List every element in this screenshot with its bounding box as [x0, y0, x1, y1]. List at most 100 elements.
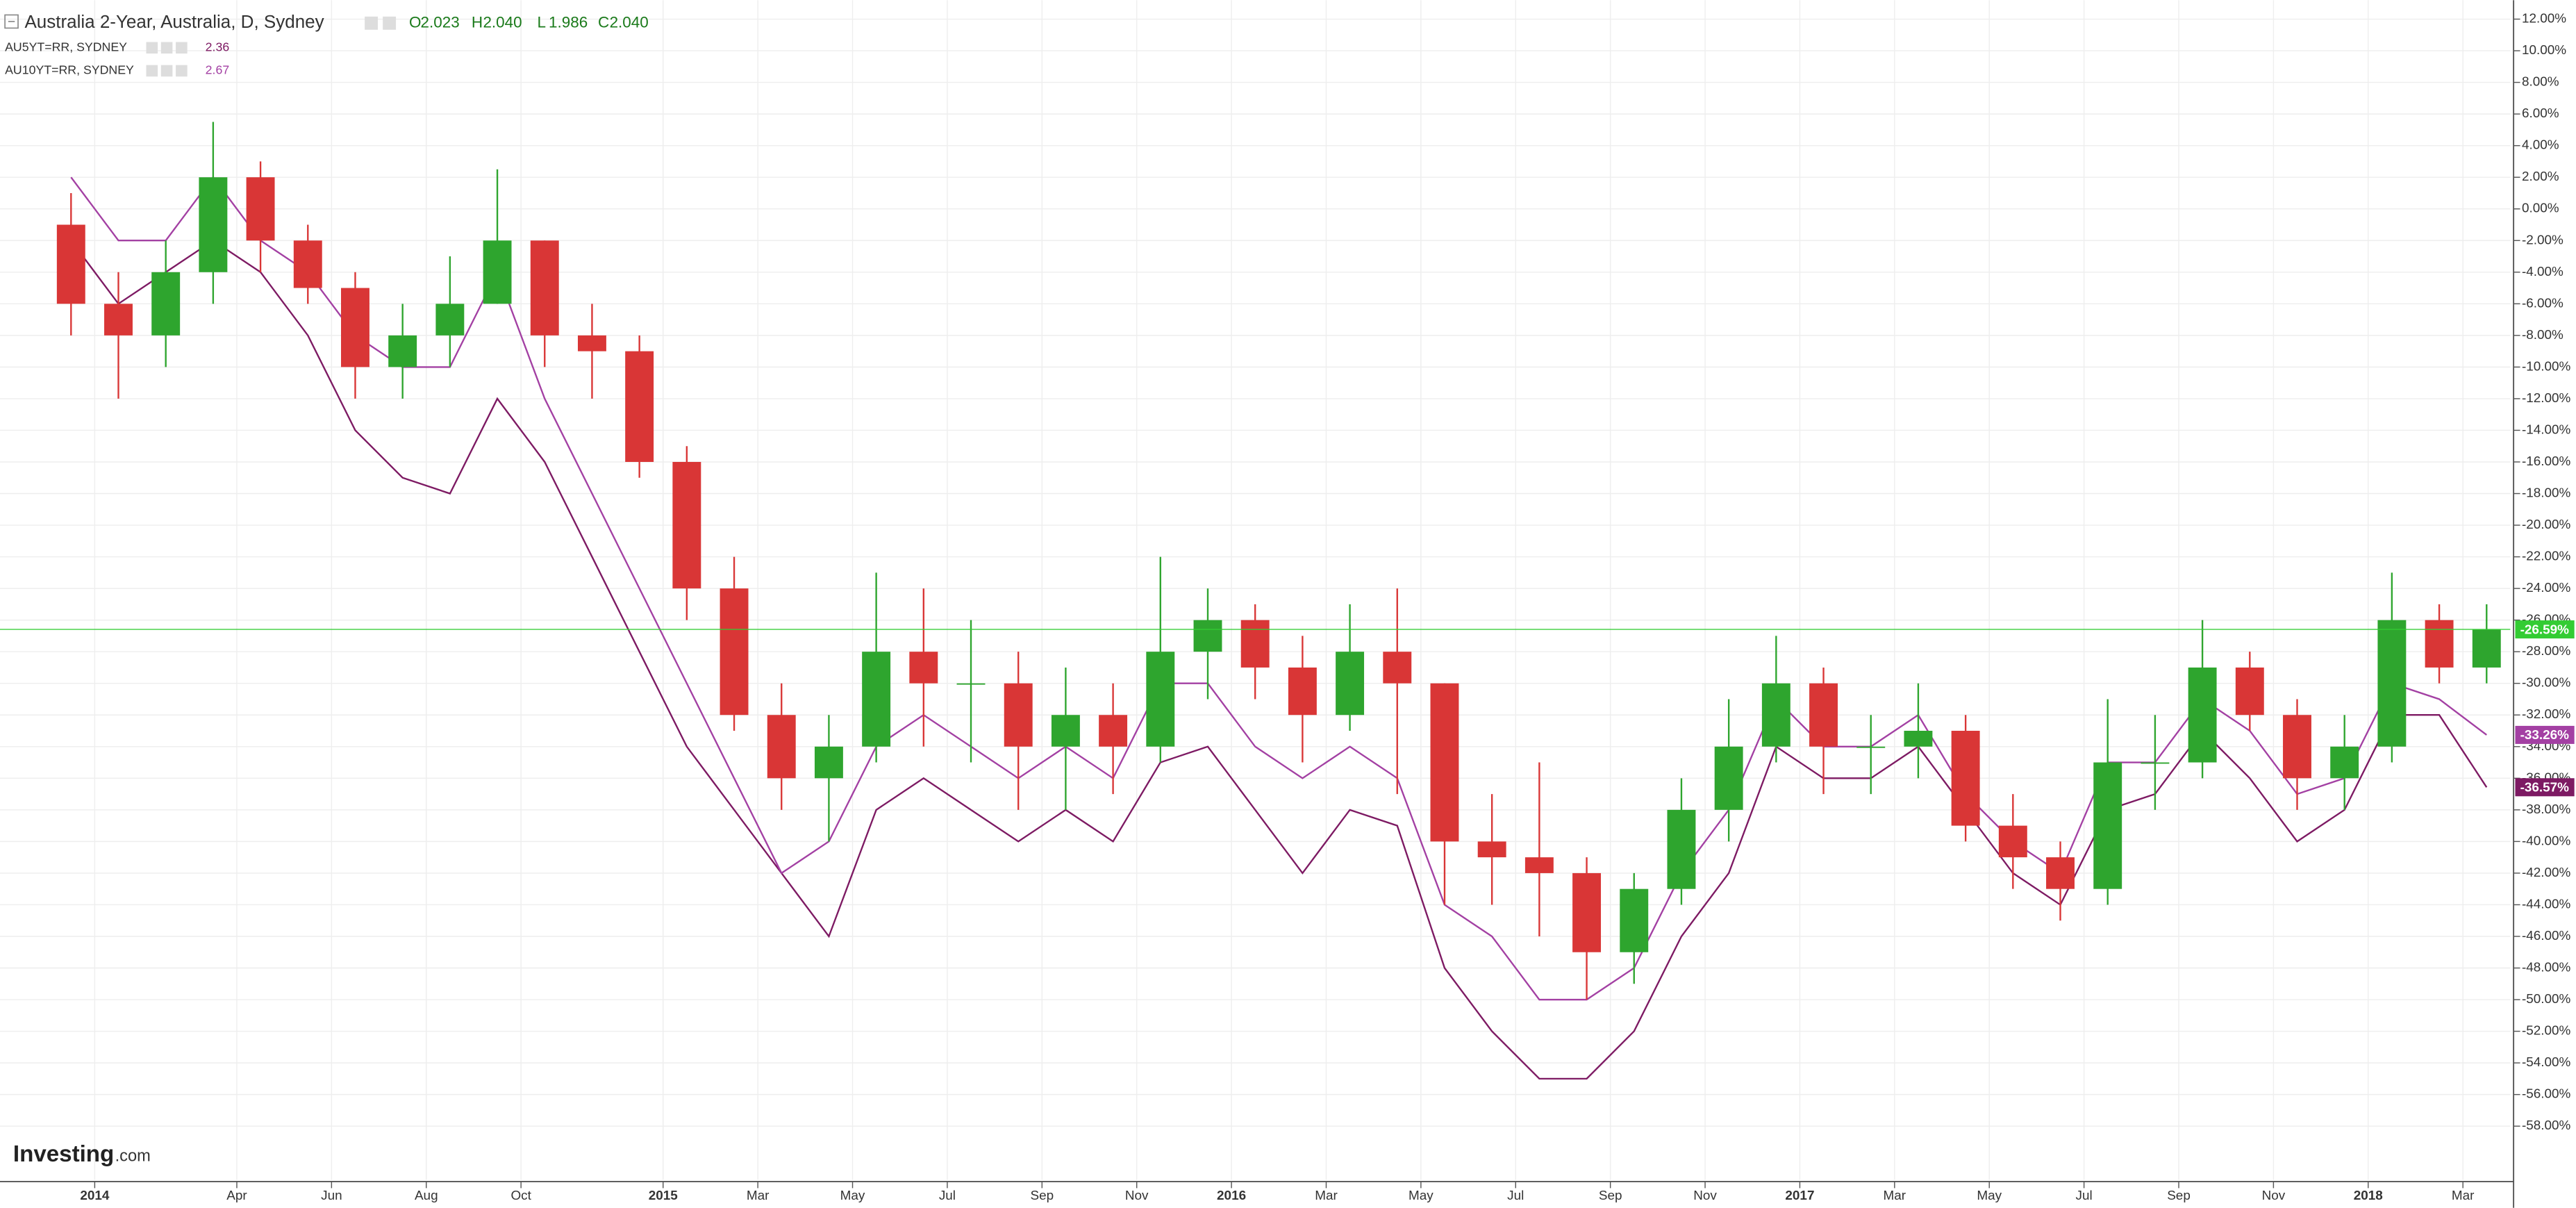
- y-tick-label: 0.00%: [2522, 201, 2559, 216]
- candle-body: [1856, 746, 1886, 748]
- ohlc-o-label: O: [409, 13, 421, 31]
- settings-icon[interactable]: [365, 16, 379, 30]
- x-tick-label: 2017: [1785, 1189, 1814, 1203]
- y-tick-label: 6.00%: [2522, 106, 2559, 121]
- last-value-box: [2515, 778, 2575, 797]
- ohlc-l-label: L: [537, 13, 546, 31]
- y-tick-label: -58.00%: [2522, 1118, 2571, 1133]
- ohlc-c-label: C: [598, 13, 609, 31]
- candle-body: [530, 240, 559, 336]
- y-tick-label: -56.00%: [2522, 1087, 2571, 1102]
- y-tick-label: -46.00%: [2522, 929, 2571, 943]
- candle-body: [1572, 872, 1602, 952]
- x-tick-label: Nov: [1693, 1189, 1717, 1203]
- candle-body: [1240, 620, 1270, 668]
- y-tick-label: -40.00%: [2522, 834, 2571, 848]
- x-tick-label: Sep: [1599, 1189, 1622, 1203]
- legend-icon: [146, 42, 158, 54]
- candle-body: [956, 683, 986, 685]
- y-tick-label: 8.00%: [2522, 75, 2559, 90]
- x-tick-label: Mar: [2452, 1189, 2475, 1203]
- y-tick-label: -28.00%: [2522, 644, 2571, 659]
- candle-body: [814, 746, 843, 779]
- candle-body: [2472, 629, 2501, 668]
- candle-body: [1998, 825, 2027, 858]
- legend-value: 2.36: [206, 40, 230, 53]
- y-tick-label: -32.00%: [2522, 707, 2571, 722]
- logo-suffix: .com: [115, 1148, 151, 1166]
- candle-body: [56, 224, 85, 304]
- legend-name: AU5YT=RR, SYDNEY: [5, 40, 127, 53]
- y-tick-label: -12.00%: [2522, 391, 2571, 406]
- candle-body: [246, 177, 275, 241]
- y-tick-label: 10.00%: [2522, 43, 2566, 58]
- x-tick-label: Nov: [2262, 1189, 2286, 1203]
- candle-body: [2377, 620, 2407, 747]
- candle-body: [1667, 809, 1696, 889]
- candle-body: [2141, 762, 2170, 764]
- candle-body: [341, 288, 369, 367]
- y-tick-label: -4.00%: [2522, 265, 2563, 279]
- x-tick-label: Mar: [1315, 1189, 1338, 1203]
- candle-body: [2235, 667, 2264, 715]
- legend-icon: [160, 42, 173, 54]
- last-value-box: [2515, 725, 2575, 744]
- y-tick-label: 12.00%: [2522, 12, 2566, 26]
- candle-body: [1761, 683, 1790, 747]
- close-icon[interactable]: [383, 16, 397, 30]
- x-tick-label: Jul: [1507, 1189, 1524, 1203]
- y-tick-label: -14.00%: [2522, 422, 2571, 437]
- ohlc-low: 1.986: [549, 13, 588, 31]
- y-tick-label: -20.00%: [2522, 518, 2571, 532]
- candle-body: [577, 335, 606, 351]
- candle-body: [1193, 620, 1222, 652]
- y-tick-label: -8.00%: [2522, 328, 2563, 342]
- x-tick-label: Nov: [1125, 1189, 1149, 1203]
- y-tick-label: -42.00%: [2522, 866, 2571, 880]
- candle-body: [293, 240, 322, 288]
- candle-body: [672, 461, 701, 589]
- x-tick-label: Oct: [510, 1189, 531, 1203]
- x-tick-label: Jul: [939, 1189, 956, 1203]
- y-tick-label: 2.00%: [2522, 169, 2559, 184]
- candle-body: [1477, 841, 1506, 858]
- y-tick-label: -6.00%: [2522, 296, 2563, 311]
- x-tick-label: Jul: [2076, 1189, 2093, 1203]
- y-tick-label: -16.00%: [2522, 454, 2571, 469]
- y-tick-label: -10.00%: [2522, 359, 2571, 374]
- candle-body: [2188, 667, 2217, 763]
- marks: [0, 122, 2511, 1080]
- chart-title: Australia 2-Year, Australia, D, Sydney: [24, 11, 324, 32]
- candle-body: [1809, 683, 1838, 747]
- candle-body: [2283, 715, 2311, 779]
- candle-body: [1004, 683, 1033, 747]
- x-tick-label: Jun: [321, 1189, 342, 1203]
- candle-body: [862, 652, 891, 747]
- x-tick-label: Sep: [1030, 1189, 1054, 1203]
- ohlc-close: 2.040: [610, 13, 649, 31]
- last-value-box: [2515, 620, 2575, 639]
- candle-body: [104, 304, 133, 336]
- candle-body: [435, 304, 465, 336]
- collapse-icon[interactable]: [4, 14, 19, 29]
- y-tick-label: -50.00%: [2522, 992, 2571, 1007]
- axes: 12.00% 10.00% 8.00% 6.00% 4.00% 2.00% 0.00% -2.…: [80, 12, 2575, 1203]
- candle-body: [388, 335, 417, 367]
- y-tick-label: -54.00%: [2522, 1055, 2571, 1070]
- y-tick-label: 4.00%: [2522, 138, 2559, 153]
- candle-body: [909, 652, 938, 684]
- candle-body: [1383, 652, 1412, 684]
- candle-body: [1430, 683, 1459, 842]
- y-tick-label: -38.00%: [2522, 802, 2571, 817]
- x-tick-label: 2016: [1217, 1189, 1246, 1203]
- candle-body: [625, 351, 654, 462]
- candle-body: [2425, 620, 2454, 668]
- y-tick-label: -24.00%: [2522, 581, 2571, 595]
- y-tick-label: -22.00%: [2522, 549, 2571, 564]
- logo-brand: Investing: [13, 1141, 114, 1167]
- legend-icon: [160, 65, 173, 77]
- candle-body: [1951, 731, 1980, 826]
- x-tick-label: 2018: [2354, 1189, 2383, 1203]
